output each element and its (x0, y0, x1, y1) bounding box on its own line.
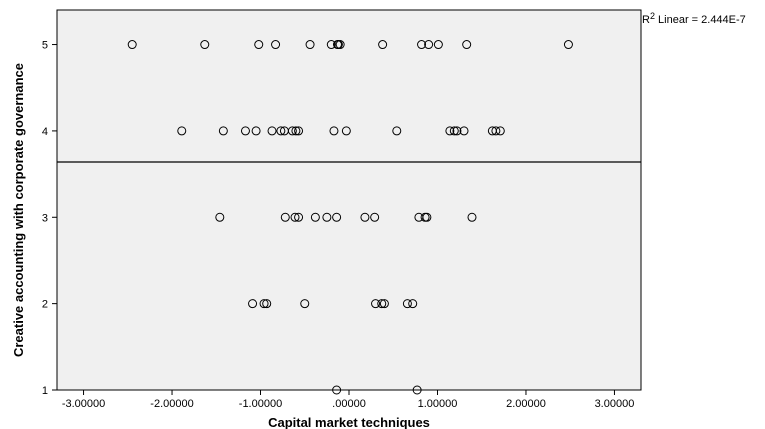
data-point (271, 40, 281, 50)
x-tick-label: 3.00000 (595, 398, 635, 410)
data-point (495, 126, 505, 136)
data-point (408, 299, 418, 309)
data-point (267, 126, 277, 136)
data-point (215, 212, 225, 222)
data-point (294, 126, 304, 136)
data-point (377, 299, 387, 309)
y-axis-title: Creative accounting with corporate gover… (11, 63, 26, 357)
x-tick-label: -3.00000 (62, 398, 105, 410)
r-squared-annotation: R2 Linear = 2.444E-7 (642, 11, 746, 26)
data-point (305, 40, 315, 50)
data-point (491, 126, 501, 136)
data-point (563, 40, 573, 50)
data-point (449, 126, 459, 136)
data-point (218, 126, 228, 136)
data-point (371, 299, 381, 309)
data-point (251, 126, 261, 136)
data-point (378, 40, 388, 50)
data-point (379, 299, 389, 309)
data-point (412, 385, 422, 395)
x-tick-label: -1.00000 (239, 398, 282, 410)
data-point (424, 40, 434, 50)
data-point (300, 299, 310, 309)
data-point (462, 40, 472, 50)
data-point (287, 126, 297, 136)
data-point (326, 40, 336, 50)
x-axis: -3.00000 -2.00000 -1.00000 .00000 1.00000 2.0… (62, 390, 635, 410)
data-point (248, 299, 258, 309)
x-tick-label: .00000 (332, 398, 366, 410)
data-point (310, 212, 320, 222)
y-axis: 1 2 3 4 5 (42, 40, 57, 397)
data-point (402, 299, 412, 309)
y-tick-label: 5 (42, 40, 48, 52)
y-tick-label: 3 (42, 212, 48, 224)
y-tick-label: 2 (42, 299, 48, 311)
data-point (341, 126, 351, 136)
data-point (417, 40, 427, 50)
data-point (276, 126, 286, 136)
y-tick-label: 4 (42, 126, 48, 138)
data-points (127, 40, 573, 395)
data-point (290, 212, 300, 222)
y-tick-label: 1 (42, 385, 48, 397)
x-axis-title: Capital market techniques (268, 415, 430, 429)
data-point (433, 40, 443, 50)
x-tick-label: 1.00000 (418, 398, 458, 410)
data-point (335, 40, 345, 50)
data-point (259, 299, 269, 309)
plot-area (56, 9, 642, 391)
x-tick-label: 2.00000 (506, 398, 546, 410)
data-point (422, 212, 432, 222)
data-point (332, 385, 342, 395)
r-squared-superscript: 2 (650, 11, 655, 21)
data-point (360, 212, 370, 222)
data-point (240, 126, 250, 136)
data-point (332, 212, 342, 222)
data-point (467, 212, 477, 222)
data-point (322, 212, 332, 222)
r-squared-value: Linear = 2.444E-7 (655, 14, 746, 26)
r-squared-prefix: R (642, 14, 650, 26)
data-point (200, 40, 210, 50)
data-point (280, 212, 290, 222)
data-point (291, 126, 301, 136)
data-point (254, 40, 264, 50)
data-point (459, 126, 469, 136)
data-point (452, 126, 462, 136)
data-point (177, 126, 187, 136)
data-point (329, 126, 339, 136)
data-point (370, 212, 380, 222)
data-point (294, 212, 304, 222)
data-point (392, 126, 402, 136)
data-point (127, 40, 137, 50)
data-point (262, 299, 272, 309)
x-tick-label: -2.00000 (150, 398, 193, 410)
data-point (445, 126, 455, 136)
